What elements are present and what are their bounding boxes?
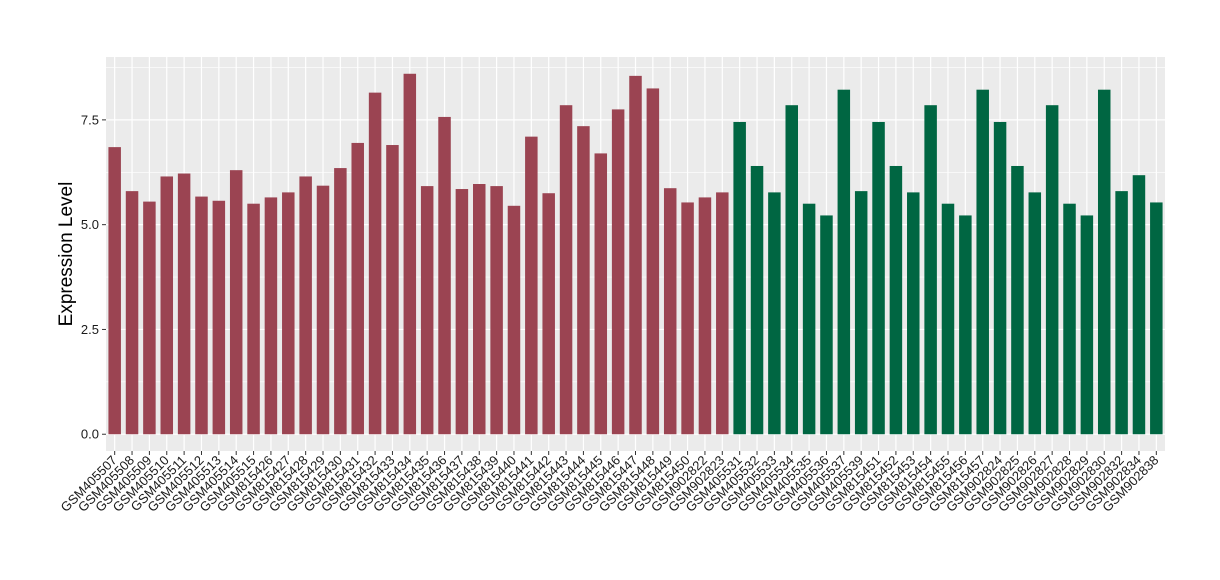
bar-gsm815455 (941, 203, 955, 435)
bar-gsm405533 (768, 192, 781, 435)
x-axis: GSM405507GSM405508GSM405509GSM405510GSM4… (58, 451, 1161, 515)
bar-gsm815445 (594, 153, 608, 435)
bar-gsm815446 (611, 109, 625, 435)
bar-gsm815427 (282, 192, 295, 435)
bar-gsm902829 (1080, 215, 1094, 435)
bar-gsm815436 (438, 116, 451, 435)
bar-gsm815438 (473, 184, 486, 435)
bar-gsm815451 (872, 121, 885, 435)
bar-gsm902834 (1132, 175, 1146, 435)
bar-gsm405531 (733, 121, 746, 435)
y-tick-label: 0.0 (81, 427, 99, 442)
bar-gsm405510 (160, 176, 174, 435)
bar-gsm815442 (542, 193, 555, 435)
bar-gsm405535 (802, 203, 816, 435)
bar-gsm902824 (993, 121, 1007, 435)
y-axis-title: Expression Level (56, 182, 77, 327)
bar-gsm405513 (212, 200, 226, 435)
bar-gsm815435 (420, 186, 434, 435)
bar-gsm405509 (143, 201, 156, 435)
bar-gsm815452 (889, 165, 903, 435)
bar-gsm902832 (1115, 191, 1128, 435)
bar-gsm815441 (525, 136, 538, 435)
bar-gsm815457 (976, 89, 989, 435)
bar-gsm815429 (316, 185, 330, 435)
y-tick-label: 5.0 (81, 217, 99, 232)
bar-gsm902823 (716, 192, 729, 435)
y-tick-label: 2.5 (81, 322, 99, 337)
bar-gsm902827 (1045, 105, 1059, 435)
bar-gsm815437 (455, 189, 469, 435)
bar-gsm902822 (698, 197, 712, 435)
bar-gsm815439 (490, 186, 503, 435)
bars (108, 73, 1163, 435)
bar-gsm815426 (264, 197, 278, 435)
bar-gsm815428 (299, 176, 312, 435)
bar-gsm405508 (125, 191, 139, 435)
bar-gsm815447 (629, 75, 642, 435)
bar-gsm815453 (907, 192, 920, 435)
bar-gsm815432 (368, 92, 382, 435)
bar-gsm815431 (351, 142, 364, 435)
bar-gsm902826 (1028, 192, 1042, 435)
bar-gsm405512 (195, 196, 208, 435)
bar-gsm405507 (108, 147, 121, 435)
bar-gsm815448 (646, 88, 660, 435)
bar-gsm405534 (785, 105, 798, 435)
bar-gsm902830 (1097, 89, 1111, 435)
bar-gsm405537 (837, 89, 851, 435)
bar-gsm405539 (854, 191, 868, 435)
bar-gsm815450 (681, 202, 694, 435)
bar-gsm815456 (959, 215, 972, 435)
bar-gsm815444 (577, 126, 590, 435)
bar-gsm815430 (334, 168, 347, 435)
bar-gsm815443 (559, 105, 573, 435)
bar-gsm902825 (1011, 165, 1024, 435)
bar-gsm405536 (820, 215, 833, 435)
y-axis: 0.0 2.5 5.0 7.5 (81, 112, 106, 442)
bar-gsm405515 (247, 203, 260, 435)
bar-gsm815433 (386, 145, 399, 435)
bar-gsm815440 (507, 205, 521, 435)
bar-gsm902828 (1063, 203, 1076, 435)
bar-gsm405532 (750, 165, 764, 435)
bar-gsm405511 (177, 173, 191, 435)
bar-gsm815434 (403, 73, 417, 435)
bar-gsm815454 (924, 105, 937, 435)
y-tick-label: 7.5 (81, 112, 99, 127)
bar-gsm815449 (663, 188, 677, 435)
bar-gsm902838 (1150, 202, 1163, 435)
bar-gsm405514 (229, 170, 243, 435)
